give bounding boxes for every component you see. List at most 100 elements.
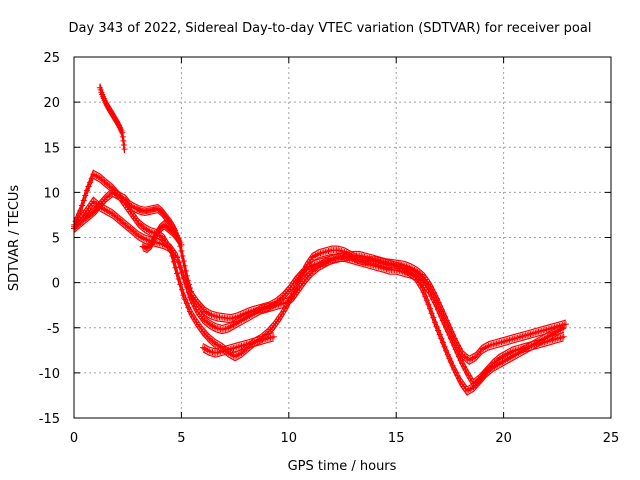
data-point-marker bbox=[459, 360, 466, 367]
data-point-marker bbox=[560, 333, 567, 340]
series-layer bbox=[71, 83, 569, 396]
data-point-marker bbox=[185, 304, 192, 311]
data-point-marker bbox=[460, 363, 467, 370]
data-point-marker bbox=[77, 207, 84, 214]
data-point-marker bbox=[174, 270, 181, 277]
data-point-marker bbox=[177, 281, 184, 288]
data-point-marker bbox=[439, 339, 446, 346]
data-point-marker bbox=[175, 276, 182, 282]
data-point-marker bbox=[283, 303, 290, 310]
data-point-marker bbox=[180, 274, 187, 281]
data-point-marker bbox=[433, 303, 440, 310]
data-point-marker bbox=[446, 332, 453, 338]
y-tick-label: 15 bbox=[43, 141, 60, 156]
data-point-marker bbox=[80, 197, 87, 204]
data-point-marker bbox=[451, 366, 458, 373]
data-point-marker bbox=[170, 258, 177, 265]
data-point-marker bbox=[178, 248, 185, 254]
data-point-marker bbox=[438, 313, 445, 320]
series-band-line bbox=[202, 340, 274, 358]
series-band-line bbox=[142, 220, 182, 245]
data-point-marker bbox=[181, 262, 188, 269]
data-point-marker bbox=[120, 142, 127, 148]
data-point-marker bbox=[301, 266, 308, 273]
data-point-marker bbox=[430, 296, 437, 303]
series-band-line bbox=[73, 191, 567, 361]
data-point-marker bbox=[446, 355, 453, 362]
x-tick-label: 15 bbox=[388, 431, 405, 446]
data-point-marker bbox=[433, 323, 440, 330]
x-axis-label: GPS time / hours bbox=[288, 459, 397, 474]
data-point-marker bbox=[180, 292, 187, 299]
series-track-d bbox=[96, 83, 128, 154]
data-point-marker bbox=[121, 146, 128, 153]
data-point-marker bbox=[449, 339, 456, 346]
data-point-marker bbox=[296, 276, 303, 282]
data-point-marker bbox=[183, 300, 190, 307]
data-point-marker bbox=[180, 258, 187, 264]
data-point-marker bbox=[270, 333, 277, 340]
data-point-marker bbox=[427, 290, 433, 296]
data-point-marker bbox=[182, 267, 189, 274]
data-point-marker bbox=[435, 306, 442, 313]
data-point-marker bbox=[79, 202, 86, 209]
data-point-marker bbox=[190, 300, 197, 307]
data-point-marker bbox=[286, 296, 293, 303]
data-point-marker bbox=[288, 293, 295, 300]
data-point-marker bbox=[172, 264, 179, 271]
data-point-marker bbox=[83, 187, 90, 194]
data-point-marker bbox=[191, 303, 198, 310]
data-point-marker bbox=[441, 321, 448, 328]
y-tick-label: 0 bbox=[52, 277, 60, 292]
data-point-marker bbox=[188, 297, 195, 304]
data-point-marker bbox=[75, 211, 82, 217]
series-band-line bbox=[73, 196, 564, 381]
data-point-marker bbox=[183, 284, 190, 291]
x-tick-label: 10 bbox=[281, 431, 298, 446]
data-point-marker bbox=[85, 183, 92, 190]
data-point-marker bbox=[454, 372, 461, 379]
series-track-e bbox=[139, 220, 185, 254]
data-point-marker bbox=[441, 343, 448, 350]
x-tick-label: 5 bbox=[177, 431, 185, 446]
data-point-marker bbox=[428, 293, 435, 300]
tick-marks bbox=[73, 56, 612, 419]
data-point-marker bbox=[439, 317, 446, 324]
data-point-marker bbox=[456, 375, 462, 382]
data-point-marker bbox=[187, 294, 193, 301]
y-tick-label: -15 bbox=[39, 412, 60, 427]
data-point-marker bbox=[179, 253, 186, 259]
data-point-marker bbox=[436, 331, 443, 338]
data-point-marker bbox=[430, 314, 437, 321]
x-tick-label: 0 bbox=[70, 431, 78, 446]
data-point-marker bbox=[456, 353, 462, 360]
data-point-marker bbox=[178, 241, 185, 248]
data-point-marker bbox=[74, 214, 81, 221]
data-point-marker bbox=[290, 290, 297, 297]
data-point-marker bbox=[293, 283, 300, 290]
data-point-marker bbox=[452, 346, 459, 353]
data-point-marker bbox=[425, 286, 432, 293]
data-point-marker bbox=[298, 272, 305, 279]
data-point-marker bbox=[119, 129, 126, 136]
data-point-marker bbox=[438, 335, 445, 342]
data-point-marker bbox=[419, 285, 425, 291]
series-band-line bbox=[142, 228, 182, 254]
x-tick-label: 25 bbox=[603, 431, 620, 446]
x-tick-label: 20 bbox=[495, 431, 512, 446]
series-track-a bbox=[71, 187, 569, 366]
data-point-marker bbox=[169, 253, 176, 259]
data-point-marker bbox=[178, 286, 185, 293]
data-point-marker bbox=[88, 175, 95, 182]
data-point-marker bbox=[435, 327, 442, 334]
data-point-marker bbox=[448, 359, 454, 365]
y-tick-label: -10 bbox=[39, 367, 60, 382]
data-point-marker bbox=[454, 350, 461, 356]
data-point-marker bbox=[178, 269, 185, 276]
data-point-marker bbox=[147, 242, 154, 249]
y-tick-label: 20 bbox=[43, 96, 60, 111]
data-point-marker bbox=[444, 351, 451, 358]
data-point-marker bbox=[299, 269, 306, 276]
data-point-marker bbox=[285, 299, 292, 306]
series-band-line bbox=[73, 169, 564, 388]
